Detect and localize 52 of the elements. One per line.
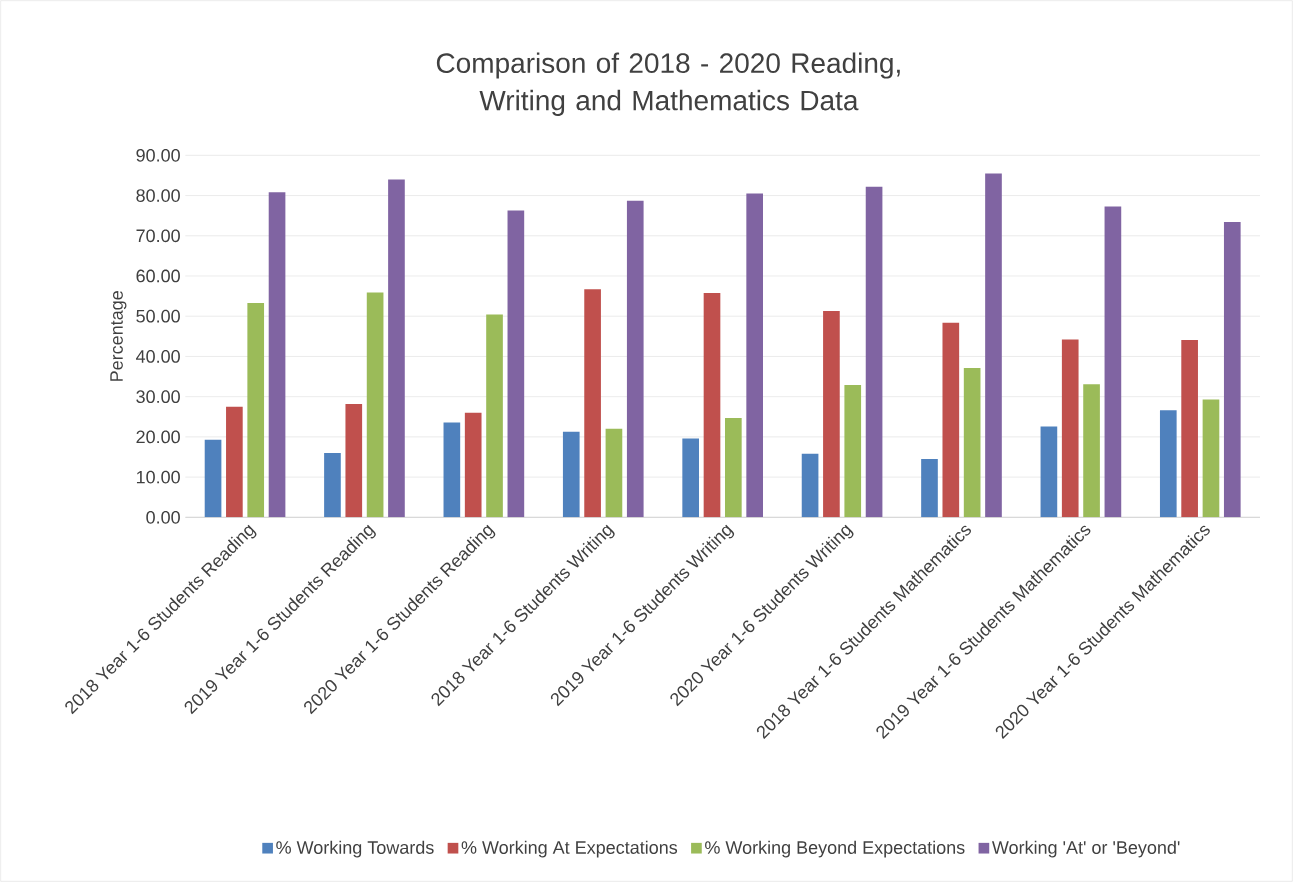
bar	[324, 452, 341, 518]
legend-label: Working 'At' or 'Beyond'	[991, 840, 1180, 858]
bar	[682, 438, 699, 518]
bar	[725, 417, 742, 518]
legend-label: % Working Beyond Expectations	[705, 840, 965, 858]
bar	[1104, 206, 1122, 518]
chart-title: Comparison of 2018 - 2020 Reading, Writing and Mathematics Data	[436, 52, 900, 116]
bar	[562, 431, 580, 518]
y-tick-label: 10.00	[136, 470, 180, 484]
bar	[1083, 384, 1100, 518]
bar	[605, 428, 623, 518]
bar	[464, 412, 482, 518]
bar	[1159, 410, 1177, 518]
bar	[921, 459, 938, 518]
bar	[1040, 426, 1058, 518]
bar	[1202, 399, 1220, 518]
bar	[963, 368, 981, 518]
bar	[942, 322, 960, 518]
bar	[626, 200, 644, 518]
bar	[703, 292, 721, 518]
y-tick-label: 30.00	[136, 390, 180, 404]
bar	[247, 302, 265, 518]
bar	[1061, 339, 1079, 518]
bar	[985, 173, 1002, 518]
bar	[268, 192, 286, 518]
y-tick-label: 40.00	[136, 350, 180, 363]
bar	[801, 453, 819, 518]
bar	[584, 289, 601, 518]
bar	[1223, 222, 1241, 518]
bar	[823, 310, 840, 518]
bar	[746, 193, 763, 518]
bar	[1181, 339, 1198, 518]
y-tick-label: 80.00	[136, 189, 180, 202]
bar	[865, 186, 883, 518]
y-axis-title: Percentage	[110, 291, 127, 381]
bar	[204, 439, 222, 518]
bar	[388, 179, 405, 518]
y-tick-label: 90.00	[136, 148, 180, 162]
y-tick-label: 0.00	[146, 510, 180, 524]
y-tick-label: 20.00	[136, 430, 180, 444]
y-tick-label: 50.00	[136, 309, 180, 323]
bar	[443, 422, 461, 518]
bar	[226, 406, 243, 518]
bar	[345, 403, 363, 518]
bar	[844, 384, 862, 518]
y-tick-label: 60.00	[136, 269, 180, 283]
bar	[486, 314, 503, 518]
bar	[366, 292, 384, 518]
y-tick-label: 70.00	[136, 229, 180, 243]
bar	[507, 210, 525, 518]
legend-label: % Working Towards	[276, 840, 434, 858]
legend-label: % Working At Expectations	[461, 840, 678, 858]
